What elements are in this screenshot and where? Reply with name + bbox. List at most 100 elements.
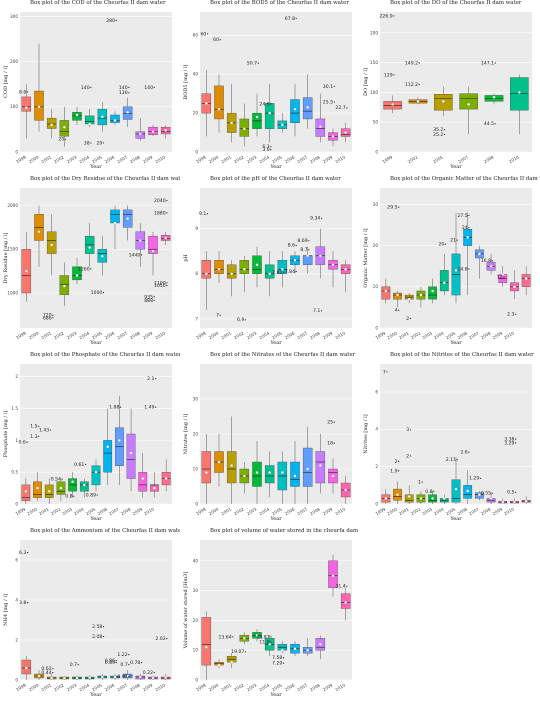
chart-panel: Box plot of the COD of the Cheurfas II d… xyxy=(0,0,180,176)
outlier-label: 1050 xyxy=(154,283,166,289)
x-tick-label: 2009 xyxy=(142,682,154,692)
mean-point xyxy=(129,451,133,455)
mean-point xyxy=(217,267,221,271)
box-2006 xyxy=(463,212,473,296)
x-tick-label: 2001 xyxy=(220,330,232,340)
y-tick-label: 0 xyxy=(15,149,18,154)
mean-point xyxy=(477,493,481,497)
box-1999 xyxy=(21,84,32,139)
outlier-label: 18 xyxy=(327,441,333,447)
box-2002 xyxy=(239,462,250,494)
mean-point xyxy=(117,438,121,442)
mean-point xyxy=(441,99,445,103)
outlier-label: 1.29 xyxy=(469,476,479,482)
x-tick-label: 2009 xyxy=(322,330,334,340)
y-axis-label: Volume of water stored [Hm3] xyxy=(183,572,189,650)
box-2004 xyxy=(439,253,449,296)
outlier-point xyxy=(515,491,517,493)
outlier-point xyxy=(320,310,323,312)
box-2008 xyxy=(135,223,146,267)
outlier-label: 0.22 xyxy=(143,670,153,676)
mean-point xyxy=(419,293,423,297)
y-tick-label: 300 xyxy=(10,14,18,19)
mean-point xyxy=(106,445,110,449)
x-tick-label: 2003 xyxy=(66,330,78,340)
x-tick-label: 2005 xyxy=(91,330,103,340)
box-2005 xyxy=(277,113,288,133)
box-2004 xyxy=(264,451,275,497)
mean-point xyxy=(94,470,98,474)
box-2000 xyxy=(393,481,402,504)
x-tick-label: 2010 xyxy=(143,506,155,516)
box-1999 xyxy=(383,95,402,114)
outlier-point xyxy=(421,481,423,483)
y-axis-label: Nitrates [mg / l] xyxy=(183,414,189,455)
y-tick-label: 30 xyxy=(193,588,199,593)
outlier-label: 0.54 xyxy=(51,476,61,482)
x-tick-label: 2001 xyxy=(220,506,232,516)
outlier-point xyxy=(52,314,54,316)
outlier-point xyxy=(398,206,400,208)
outlier-label: 1.3 xyxy=(30,434,37,440)
x-tick-label: 2006 xyxy=(104,154,116,164)
box-iqr xyxy=(302,447,313,487)
x-tick-label: 1999 xyxy=(15,506,27,516)
box-2008 xyxy=(135,118,146,141)
chart-panel: Box plot of the Nitrates of the Cheurfas… xyxy=(180,352,360,528)
x-tick-label: 2000 xyxy=(28,154,40,164)
box-2010 xyxy=(340,122,351,143)
outlier-label: 6.3 xyxy=(19,550,26,556)
chart-title: Box plot of volume of water stored in th… xyxy=(210,528,359,534)
box-2007 xyxy=(122,97,133,128)
outlier-label: 60 xyxy=(200,31,206,37)
mean-point xyxy=(306,254,310,258)
y-tick-label: 10 xyxy=(193,648,199,653)
box-2010 xyxy=(160,124,171,139)
mean-point xyxy=(138,132,142,136)
outlier-point xyxy=(444,243,447,245)
box-2008 xyxy=(484,93,504,105)
box-2000 xyxy=(214,251,224,283)
outlier-point xyxy=(26,602,29,604)
x-tick-label: 2008 xyxy=(480,330,492,340)
box-iqr xyxy=(91,465,101,486)
plot-background xyxy=(20,188,172,328)
outlier-point xyxy=(468,268,470,270)
outlier-label: 1100 xyxy=(154,280,166,286)
x-tick-label: 2008 xyxy=(129,330,141,340)
outlier-point xyxy=(515,313,517,315)
outlier-point xyxy=(140,254,143,256)
x-tick-label: 2008 xyxy=(309,154,321,164)
mean-point xyxy=(396,293,399,297)
mean-point xyxy=(37,674,41,678)
box-2002 xyxy=(56,478,66,501)
y-tick-label: 60 xyxy=(193,33,199,38)
box-2005 xyxy=(451,212,461,304)
x-tick-label: 2004 xyxy=(433,330,445,340)
x-tick-label: 2009 xyxy=(142,330,154,340)
outlier-point xyxy=(333,421,335,423)
box-iqr xyxy=(340,593,351,609)
mean-point xyxy=(151,676,155,680)
outlier-point xyxy=(153,86,155,88)
mean-point xyxy=(230,660,234,664)
mean-point xyxy=(24,489,28,493)
box-2005 xyxy=(277,251,288,288)
mean-point xyxy=(466,489,470,493)
outlier-point xyxy=(295,270,297,273)
outlier-point xyxy=(166,284,168,287)
mean-point xyxy=(280,471,284,474)
x-tick-label: 2001 xyxy=(40,154,52,164)
box-2005 xyxy=(277,451,288,504)
y-tick-label: 0 xyxy=(195,677,198,682)
plot-background xyxy=(380,12,532,152)
outlier-point xyxy=(270,641,272,643)
box-iqr xyxy=(315,451,326,484)
outlier-point xyxy=(515,438,517,440)
box-1999 xyxy=(201,251,212,310)
box-iqr xyxy=(264,264,275,279)
mean-point xyxy=(50,123,54,127)
mean-point xyxy=(384,289,388,293)
x-tick-label: 2007 xyxy=(296,682,308,692)
